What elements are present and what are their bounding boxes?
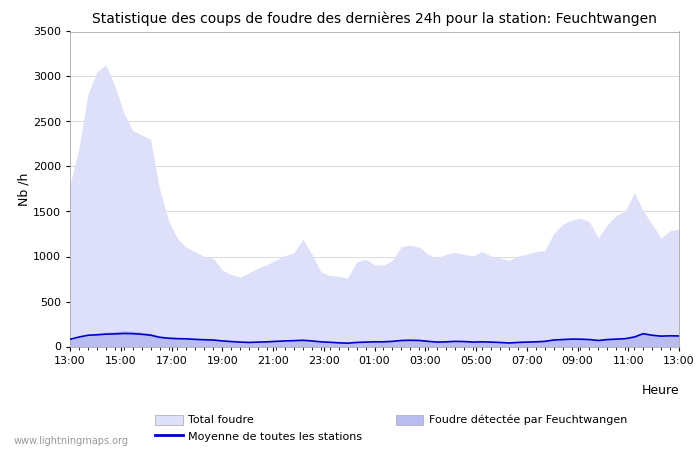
Y-axis label: Nb /h: Nb /h bbox=[17, 172, 30, 206]
Legend: Total foudre, Moyenne de toutes les stations, Foudre détectée par Feuchtwangen: Total foudre, Moyenne de toutes les stat… bbox=[155, 414, 627, 442]
Text: Heure: Heure bbox=[641, 384, 679, 397]
Title: Statistique des coups de foudre des dernières 24h pour la station: Feuchtwangen: Statistique des coups de foudre des dern… bbox=[92, 12, 657, 26]
Text: www.lightningmaps.org: www.lightningmaps.org bbox=[14, 436, 129, 446]
